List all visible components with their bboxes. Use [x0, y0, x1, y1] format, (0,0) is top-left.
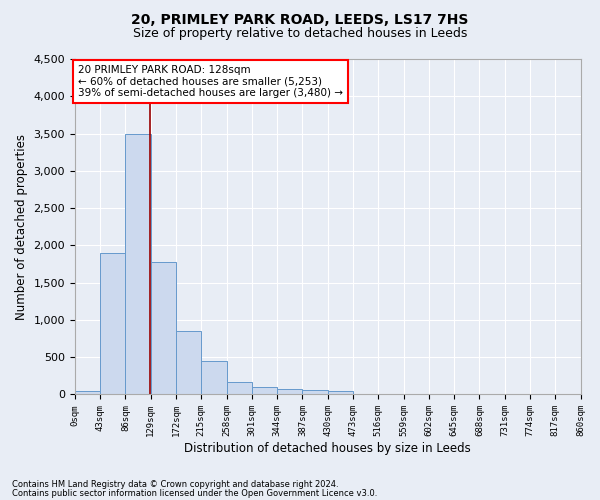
Bar	[277, 389, 302, 394]
Text: 20, PRIMLEY PARK ROAD, LEEDS, LS17 7HS: 20, PRIMLEY PARK ROAD, LEEDS, LS17 7HS	[131, 12, 469, 26]
Bar	[75, 390, 100, 394]
Text: Contains public sector information licensed under the Open Government Licence v3: Contains public sector information licen…	[12, 488, 377, 498]
Y-axis label: Number of detached properties: Number of detached properties	[15, 134, 28, 320]
X-axis label: Distribution of detached houses by size in Leeds: Distribution of detached houses by size …	[184, 442, 471, 455]
Bar	[125, 134, 151, 394]
Bar	[100, 253, 125, 394]
Text: 20 PRIMLEY PARK ROAD: 128sqm
← 60% of detached houses are smaller (5,253)
39% of: 20 PRIMLEY PARK ROAD: 128sqm ← 60% of de…	[78, 65, 343, 98]
Text: Contains HM Land Registry data © Crown copyright and database right 2024.: Contains HM Land Registry data © Crown c…	[12, 480, 338, 489]
Bar	[328, 392, 353, 394]
Bar	[227, 382, 252, 394]
Bar	[302, 390, 328, 394]
Bar	[252, 387, 277, 394]
Text: Size of property relative to detached houses in Leeds: Size of property relative to detached ho…	[133, 28, 467, 40]
Bar	[202, 361, 227, 394]
Bar	[176, 331, 202, 394]
Bar	[151, 262, 176, 394]
